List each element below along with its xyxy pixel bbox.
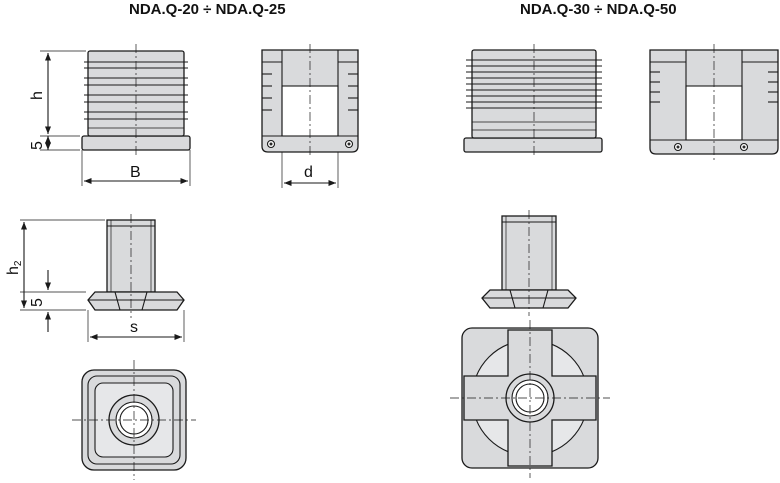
section-view-large — [649, 44, 779, 160]
dim-label-h: h — [29, 91, 46, 100]
section-view-small — [261, 44, 359, 156]
dimension-h2: h2 5 — [5, 219, 105, 332]
side-view-large — [463, 44, 603, 158]
dimension-h: h 5 — [29, 50, 86, 151]
bottom-view-large — [450, 320, 610, 478]
threaded-insert-large — [481, 210, 577, 316]
threaded-insert-small — [87, 214, 185, 318]
dimension-B: B — [81, 150, 191, 186]
dim-label-5-bottom: 5 — [29, 298, 46, 307]
dim-label-h2: h2 — [5, 260, 24, 275]
title-right: NDA.Q-30 ÷ NDA.Q-50 — [520, 1, 677, 18]
side-view-small — [81, 44, 191, 156]
dim-label-5-top: 5 — [29, 141, 46, 150]
dim-label-B: B — [130, 164, 141, 181]
dim-label-s: s — [130, 319, 138, 336]
dim-label-d: d — [304, 164, 313, 181]
dimension-d: d — [281, 152, 339, 188]
title-left: NDA.Q-20 ÷ NDA.Q-25 — [129, 1, 286, 18]
dimension-s: s — [87, 310, 185, 342]
bottom-view-small — [72, 360, 196, 480]
